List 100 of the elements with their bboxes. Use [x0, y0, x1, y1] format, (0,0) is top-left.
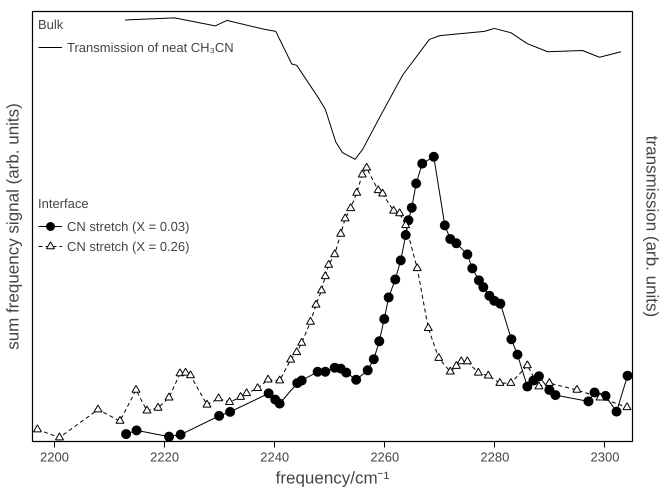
- point: [379, 314, 390, 324]
- point: [176, 430, 186, 440]
- point: [474, 275, 484, 286]
- x-axis-title: frequency/cm⁻¹: [276, 468, 390, 488]
- point: [202, 400, 212, 408]
- point: [506, 334, 516, 344]
- point: [121, 429, 132, 440]
- point: [395, 208, 404, 216]
- point: [534, 381, 544, 390]
- x-tick-label: 2280: [480, 450, 510, 464]
- point: [264, 388, 274, 398]
- point: [495, 378, 504, 386]
- point: [467, 263, 478, 274]
- point: [275, 375, 284, 384]
- point: [132, 425, 142, 436]
- point: [612, 406, 622, 417]
- legend-label: CN stretch (X = 0.26): [67, 238, 190, 254]
- point: [131, 384, 140, 393]
- point: [417, 158, 428, 169]
- point: [54, 432, 64, 440]
- point: [374, 336, 384, 346]
- point: [116, 416, 125, 424]
- point: [474, 368, 483, 376]
- point: [550, 390, 560, 400]
- legend-label: Transmission of neat CH₃CN: [67, 40, 234, 54]
- point: [462, 356, 472, 364]
- point: [622, 370, 632, 381]
- point: [274, 398, 285, 409]
- point: [236, 392, 246, 400]
- point: [330, 249, 340, 258]
- point: [286, 354, 296, 363]
- point: [534, 371, 544, 382]
- point: [341, 368, 352, 378]
- point: [396, 255, 406, 266]
- point: [390, 274, 400, 284]
- point: [32, 424, 42, 432]
- point: [351, 374, 362, 385]
- point: [583, 396, 594, 406]
- point: [378, 188, 388, 197]
- point: [484, 370, 493, 379]
- x-tick-label: 2240: [260, 450, 290, 464]
- point: [320, 271, 330, 280]
- point: [296, 376, 307, 386]
- point: [522, 382, 532, 392]
- point: [411, 178, 422, 188]
- point: [94, 404, 103, 412]
- point: [164, 392, 174, 400]
- point: [358, 170, 367, 178]
- point: [164, 432, 174, 442]
- point: [495, 298, 506, 309]
- point: [362, 365, 373, 376]
- point: [462, 249, 472, 260]
- point: [324, 260, 334, 268]
- point: [478, 282, 488, 292]
- point: [424, 323, 433, 331]
- point: [400, 230, 411, 240]
- point: [428, 152, 439, 162]
- point: [306, 316, 315, 325]
- point: [384, 292, 394, 302]
- point: [440, 220, 450, 230]
- point: [186, 370, 195, 378]
- point: [368, 354, 379, 364]
- point: [389, 206, 398, 214]
- x-tick-label: 2220: [150, 450, 180, 464]
- point: [142, 406, 152, 414]
- legend-label: CN stretch (X = 0.03): [67, 218, 190, 234]
- x-tick-label: 2300: [590, 450, 620, 464]
- point: [340, 213, 350, 222]
- point: [316, 285, 326, 294]
- point: [412, 263, 422, 272]
- point: [406, 202, 417, 213]
- y2-axis-title: transmission (arb. units): [642, 136, 662, 318]
- point: [512, 350, 522, 360]
- point: [452, 360, 461, 369]
- point: [446, 366, 455, 375]
- point: [544, 378, 554, 386]
- point: [346, 203, 356, 212]
- point: [451, 238, 462, 248]
- point: [214, 410, 224, 421]
- point: [320, 366, 330, 377]
- point: [352, 188, 362, 196]
- point: [292, 347, 302, 356]
- point: [572, 384, 582, 393]
- point: [506, 378, 516, 386]
- point: [336, 228, 346, 237]
- point: [297, 338, 306, 346]
- text: Bulk: [38, 17, 64, 32]
- point: [311, 300, 320, 308]
- point: [264, 374, 273, 383]
- point: [225, 397, 234, 406]
- point: [522, 360, 532, 368]
- y-axis-title: sum frequency signal (arb. units): [4, 103, 22, 350]
- point: [154, 402, 163, 411]
- point: [214, 393, 224, 402]
- x-tick-label: 2260: [370, 450, 400, 464]
- annotation: Interface: [38, 196, 90, 211]
- point: [362, 162, 372, 171]
- point: [253, 383, 262, 392]
- point: [434, 352, 444, 361]
- point: [242, 388, 252, 396]
